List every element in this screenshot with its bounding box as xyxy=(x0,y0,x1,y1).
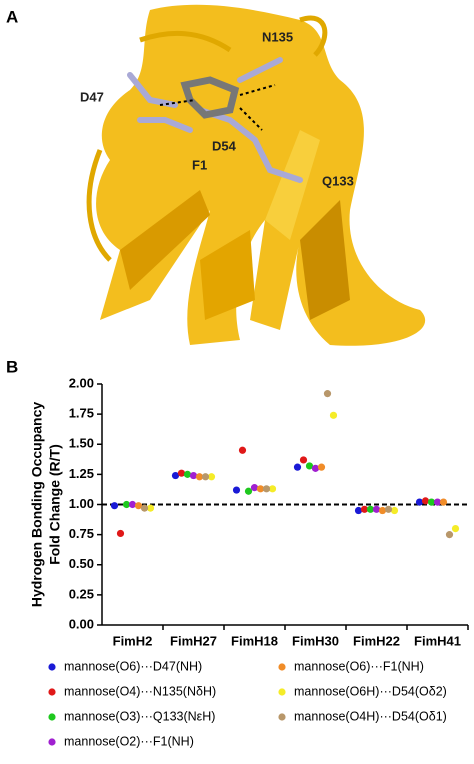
y-tick-label: 1.75 xyxy=(69,406,94,421)
data-point xyxy=(195,473,204,481)
data-point xyxy=(366,505,375,513)
x-tick-label: FimH22 xyxy=(353,633,400,648)
data-point xyxy=(311,464,320,472)
data-point xyxy=(427,498,436,506)
legend-marker xyxy=(48,663,56,671)
y-tick-label: 1.50 xyxy=(69,436,94,451)
y-tick-label: 2.00 xyxy=(69,375,94,390)
data-point xyxy=(128,500,137,509)
data-point xyxy=(305,462,314,470)
legend-label: mannose(O6)···D47(NH) xyxy=(64,659,202,673)
data-point xyxy=(232,486,241,494)
data-point xyxy=(415,498,424,506)
panel-label: B xyxy=(6,357,18,376)
data-point xyxy=(177,469,186,477)
y-tick-label: 0.00 xyxy=(69,616,94,631)
data-point xyxy=(378,506,387,515)
data-point xyxy=(372,505,381,513)
panel-label: A xyxy=(6,7,18,26)
data-point xyxy=(433,498,442,506)
data-point xyxy=(293,463,302,471)
data-point xyxy=(439,498,448,506)
data-point xyxy=(250,484,259,492)
x-tick-label: FimH27 xyxy=(170,633,217,648)
data-point xyxy=(201,473,210,481)
protein-structure xyxy=(86,4,426,346)
legend-marker xyxy=(48,738,56,746)
data-point xyxy=(268,485,277,493)
x-tick-label: FimH41 xyxy=(414,633,461,648)
legend-marker xyxy=(48,688,56,696)
data-point xyxy=(183,470,192,478)
x-tick-label: FimH30 xyxy=(292,633,339,648)
legend-label: mannose(O3)···Q133(NεH) xyxy=(64,709,215,723)
data-point xyxy=(140,504,149,512)
data-point xyxy=(329,411,338,419)
data-point xyxy=(122,500,131,509)
data-point xyxy=(171,471,180,480)
data-point xyxy=(146,504,155,512)
legend-label: mannose(O4)···N135(NδH) xyxy=(64,684,216,698)
residue-label: D54 xyxy=(212,138,237,153)
y-tick-label: 0.50 xyxy=(69,556,94,571)
legend-marker xyxy=(48,713,56,721)
data-point xyxy=(360,505,369,513)
data-point xyxy=(390,506,399,515)
data-point xyxy=(323,390,332,398)
data-point xyxy=(244,487,253,495)
data-point xyxy=(116,529,125,538)
data-point xyxy=(354,506,363,515)
y-axis-label: Hydrogen Bonding Occupancy xyxy=(29,402,45,608)
data-point xyxy=(189,471,198,480)
data-point xyxy=(238,446,247,454)
residue-label: Q133 xyxy=(322,173,354,188)
data-point xyxy=(134,502,143,510)
data-point xyxy=(262,485,271,493)
data-point xyxy=(451,525,460,533)
data-point xyxy=(256,485,265,493)
data-point xyxy=(445,531,454,539)
data-point xyxy=(110,502,119,510)
data-point xyxy=(421,497,430,505)
legend-label: mannose(O4H)···D54(Oδ1) xyxy=(294,709,447,723)
residue-label: N135 xyxy=(262,29,293,44)
residue-label: F1 xyxy=(192,157,207,172)
x-tick-label: FimH18 xyxy=(231,633,278,648)
y-tick-label: 1.00 xyxy=(69,496,94,511)
y-tick-label: 0.75 xyxy=(69,526,94,541)
y-axis-label: Fold Change (R/T) xyxy=(47,444,63,565)
legend-marker xyxy=(278,663,286,671)
legend-label: mannose(O6)···F1(NH) xyxy=(294,659,424,673)
data-point xyxy=(207,473,216,481)
dot-chart: 0.00 0.25 0.50 0.75 1.00 1.25 1.50 1.75 2.00 Hydr… xyxy=(29,375,469,748)
legend-marker xyxy=(278,713,286,721)
x-tick-label: FimH2 xyxy=(113,633,153,648)
legend-marker xyxy=(278,688,286,696)
legend-label: mannose(O2)···F1(NH) xyxy=(64,734,194,748)
y-tick-label: 1.25 xyxy=(69,466,94,481)
legend-label: mannose(O6H)···D54(Oδ2) xyxy=(294,684,447,698)
residue-label: D47 xyxy=(80,89,104,104)
data-point xyxy=(299,456,308,464)
y-tick-label: 0.25 xyxy=(69,586,94,601)
data-point xyxy=(384,505,393,513)
data-point xyxy=(317,463,326,471)
